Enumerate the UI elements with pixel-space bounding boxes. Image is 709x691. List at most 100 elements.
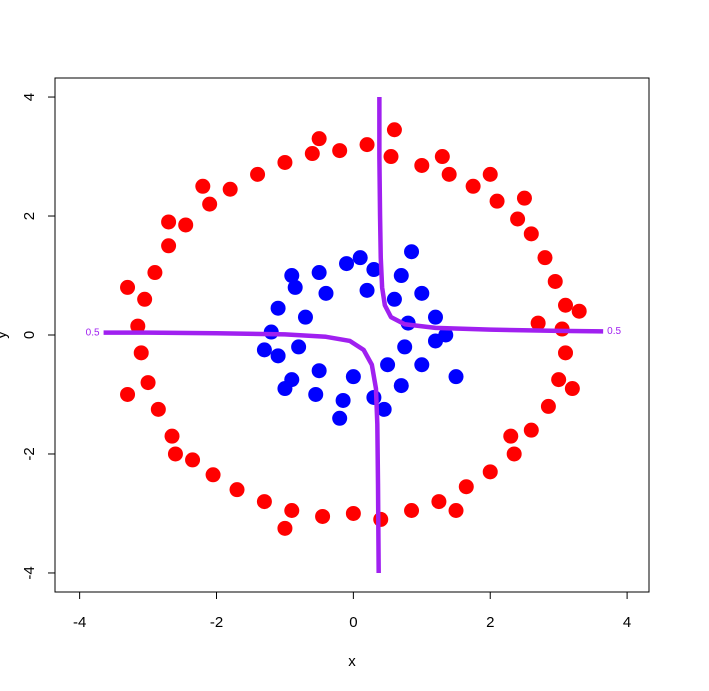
point	[311, 131, 327, 147]
contour-label: 0.5	[86, 327, 100, 338]
point	[161, 238, 177, 254]
point	[380, 357, 396, 373]
point	[438, 327, 454, 343]
point	[551, 372, 567, 388]
point	[318, 285, 334, 301]
point	[147, 265, 163, 281]
point	[458, 479, 474, 495]
point	[287, 279, 303, 295]
y-tick-label: 4	[21, 93, 38, 101]
x-tick-label: -2	[210, 614, 223, 631]
point	[547, 273, 563, 289]
point	[345, 505, 361, 521]
point	[308, 386, 324, 402]
y-tick-label: -2	[21, 447, 38, 460]
point	[195, 178, 211, 194]
point	[277, 520, 293, 536]
point	[376, 401, 392, 417]
point	[431, 494, 447, 510]
point	[510, 211, 526, 227]
point	[558, 345, 574, 361]
point	[352, 250, 368, 266]
contour-line	[103, 97, 604, 573]
point	[185, 452, 201, 468]
point	[523, 422, 539, 438]
point	[229, 482, 245, 498]
x-tick-label: 0	[349, 614, 357, 631]
point	[414, 357, 430, 373]
point	[359, 137, 375, 153]
point	[332, 143, 348, 159]
point	[558, 297, 574, 313]
point	[256, 342, 272, 358]
point	[397, 339, 413, 355]
point	[270, 300, 286, 316]
point	[441, 166, 457, 182]
point	[482, 464, 498, 480]
point	[414, 157, 430, 173]
point	[164, 428, 180, 444]
y-axis-label: y	[0, 331, 10, 339]
point	[205, 467, 221, 483]
point	[130, 318, 146, 334]
point	[383, 149, 399, 165]
point	[359, 282, 375, 298]
point	[256, 494, 272, 510]
point	[311, 265, 327, 281]
point	[373, 511, 389, 527]
point	[284, 268, 300, 284]
point	[137, 291, 153, 307]
point	[366, 262, 382, 278]
point	[277, 381, 293, 397]
y-tick-label: 2	[21, 212, 38, 220]
point	[315, 508, 331, 524]
point	[345, 369, 361, 385]
point	[277, 154, 293, 170]
point	[465, 178, 481, 194]
point	[448, 502, 464, 518]
point	[291, 339, 307, 355]
point	[178, 217, 194, 233]
point	[571, 303, 587, 319]
x-axis-label: x	[348, 653, 356, 670]
point	[489, 193, 505, 209]
point	[516, 190, 532, 206]
point	[427, 309, 443, 325]
point	[434, 149, 450, 165]
point	[120, 279, 136, 295]
point	[506, 446, 522, 462]
point	[537, 250, 553, 266]
x-tick-label: -4	[73, 614, 86, 631]
point	[140, 375, 156, 391]
point	[150, 401, 166, 417]
point	[339, 256, 355, 272]
point	[540, 398, 556, 414]
point	[564, 381, 580, 397]
point	[404, 502, 420, 518]
point	[202, 196, 218, 212]
point	[386, 291, 402, 307]
y-tick-label: 0	[21, 331, 38, 339]
point	[161, 214, 177, 230]
point	[284, 502, 300, 518]
point	[482, 166, 498, 182]
point	[120, 386, 136, 402]
point	[222, 181, 238, 197]
point	[304, 146, 320, 162]
point	[448, 369, 464, 385]
point	[335, 392, 351, 408]
point	[270, 348, 286, 364]
point	[297, 309, 313, 325]
point	[250, 166, 266, 182]
point	[311, 363, 327, 379]
point	[503, 428, 519, 444]
point	[393, 378, 409, 394]
point	[332, 410, 348, 426]
point	[133, 345, 149, 361]
point	[393, 268, 409, 284]
x-tick-label: 4	[623, 614, 631, 631]
point	[404, 244, 420, 260]
point	[167, 446, 183, 462]
point	[530, 315, 546, 331]
